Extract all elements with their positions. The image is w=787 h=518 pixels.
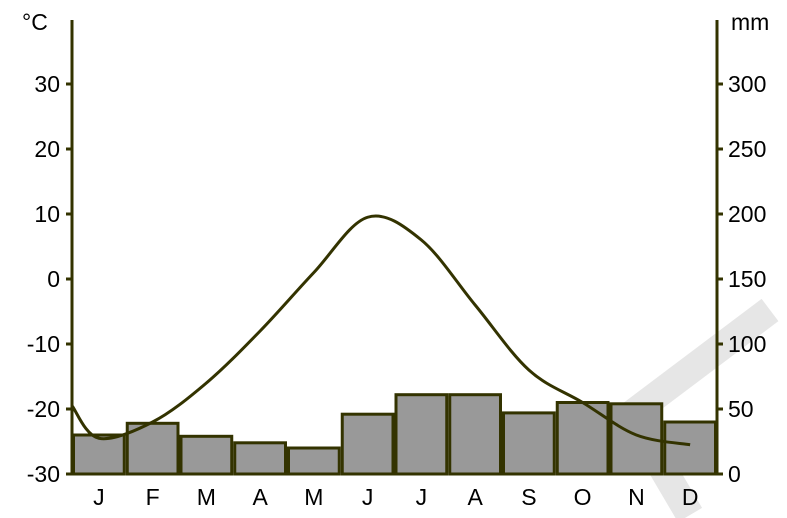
right-tick-label: 250 xyxy=(728,136,766,162)
right-axis-unit: mm xyxy=(731,9,769,35)
precipitation-bar xyxy=(394,393,449,476)
month-label: J xyxy=(416,484,428,510)
left-tick-label: 10 xyxy=(34,201,60,227)
month-label: D xyxy=(682,484,699,510)
month-label: S xyxy=(521,484,536,510)
precipitation-bar xyxy=(448,393,502,476)
precipitation-bar xyxy=(663,420,717,476)
right-tick-label: 100 xyxy=(728,331,766,357)
precipitation-bar xyxy=(179,434,234,476)
left-tick-label: -30 xyxy=(27,461,60,487)
precipitation-bars xyxy=(72,393,717,476)
left-axis-unit: °C xyxy=(22,9,48,35)
month-label: A xyxy=(467,484,483,510)
month-label: A xyxy=(252,484,268,510)
month-label: N xyxy=(628,484,645,510)
month-label: F xyxy=(146,484,160,510)
precipitation-bar xyxy=(125,421,180,476)
month-label: M xyxy=(197,484,216,510)
right-tick-label: 50 xyxy=(728,396,754,422)
left-tick-label: -10 xyxy=(27,331,60,357)
right-tick-label: 300 xyxy=(728,71,766,97)
precipitation-bar xyxy=(340,412,395,476)
precipitation-bar xyxy=(233,441,287,476)
right-tick-label: 200 xyxy=(728,201,766,227)
precipitation-bar xyxy=(502,411,556,476)
month-label: J xyxy=(93,484,105,510)
left-axis-ticks: 30 20 10 0 -10 -20 -30 xyxy=(27,71,72,487)
precipitation-bar xyxy=(287,446,341,476)
temperature-line xyxy=(70,214,691,447)
right-tick-label: 0 xyxy=(728,461,741,487)
right-tick-label: 150 xyxy=(728,266,766,292)
month-label: O xyxy=(574,484,592,510)
month-label: J xyxy=(362,484,374,510)
left-tick-label: -20 xyxy=(27,396,60,422)
left-tick-label: 0 xyxy=(47,266,60,292)
left-tick-label: 20 xyxy=(34,136,60,162)
month-label: M xyxy=(304,484,323,510)
precipitation-bar xyxy=(72,433,126,476)
left-tick-label: 30 xyxy=(34,71,60,97)
right-axis-ticks: 300 250 200 150 100 50 0 xyxy=(717,71,766,487)
